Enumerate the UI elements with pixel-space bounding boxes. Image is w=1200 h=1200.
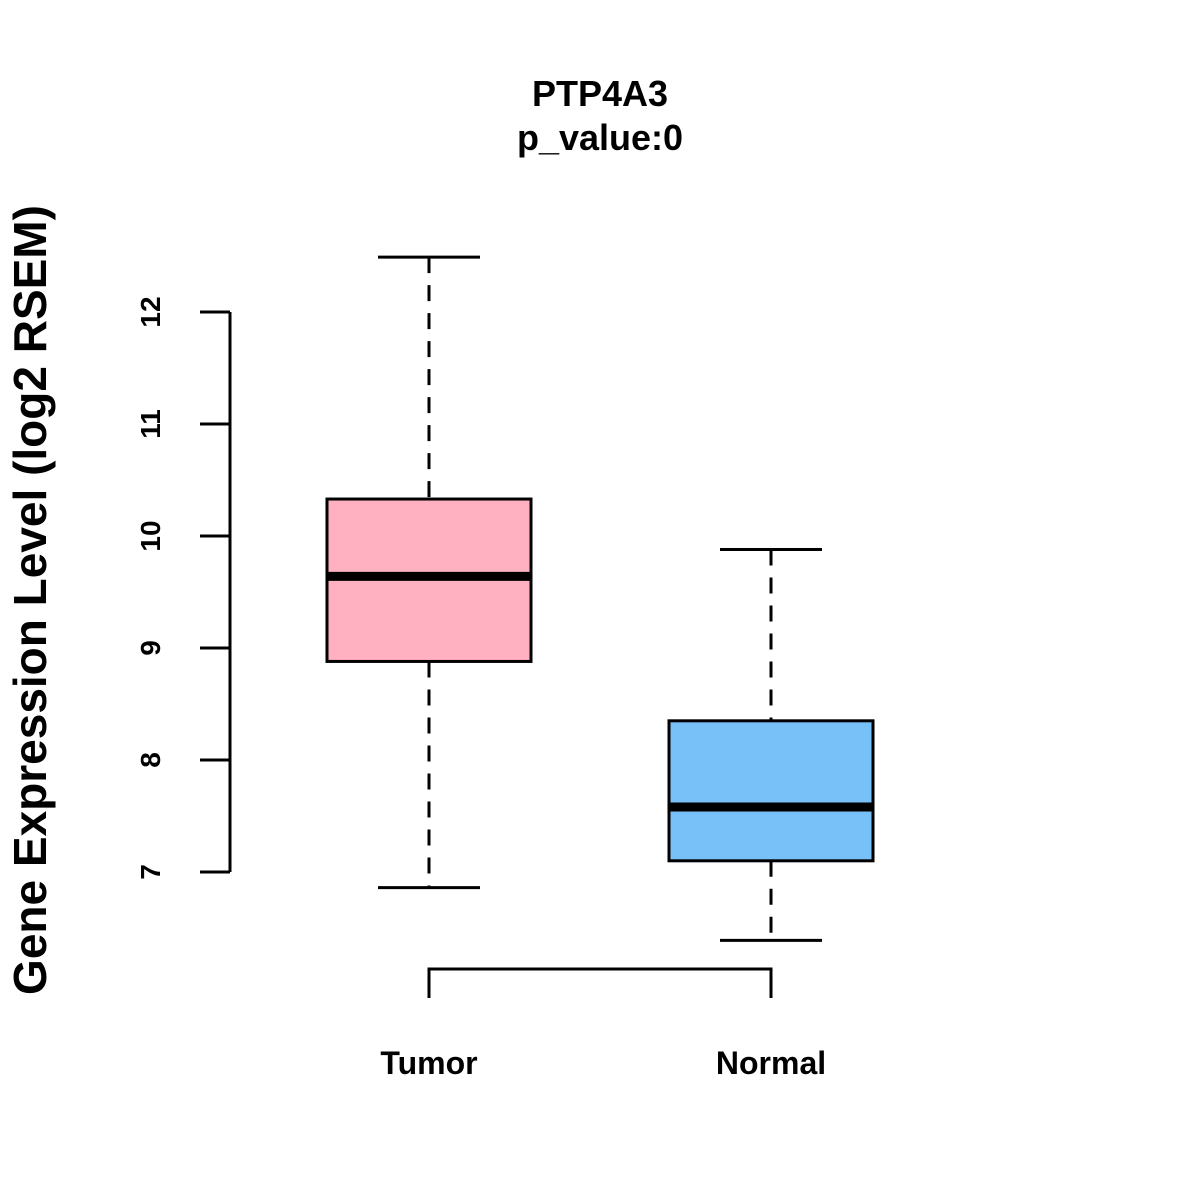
chart-title: PTP4A3 xyxy=(532,73,668,114)
category-label: Normal xyxy=(716,1045,826,1081)
comparison-bracket xyxy=(427,967,773,998)
y-tick-label: 12 xyxy=(135,296,166,327)
bracket-line xyxy=(427,967,773,998)
y-tick-label: 9 xyxy=(135,640,166,656)
y-axis-label: Gene Expression Level (log2 RSEM) xyxy=(4,205,56,995)
category-labels: Tumor Normal xyxy=(380,1045,826,1081)
y-tick-label: 8 xyxy=(135,752,166,768)
box-group xyxy=(325,255,875,942)
iqr-box xyxy=(667,719,875,863)
category-label: Tumor xyxy=(380,1045,477,1081)
box-normal xyxy=(667,547,875,942)
y-tick-label: 7 xyxy=(135,864,166,880)
y-tick-label: 10 xyxy=(135,520,166,551)
y-tick-label: 11 xyxy=(135,409,166,439)
box-tumor xyxy=(325,255,533,890)
y-axis: 7 8 9 10 11 12 xyxy=(135,296,232,880)
chart-subtitle: p_value:0 xyxy=(517,117,683,158)
